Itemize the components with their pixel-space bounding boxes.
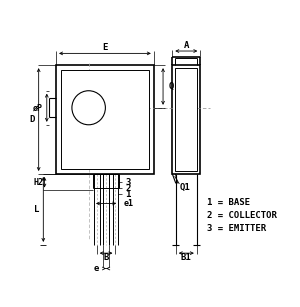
Text: Q1: Q1: [179, 182, 190, 192]
Bar: [172, 65, 200, 174]
Bar: [56, 65, 154, 174]
Text: 2 = COLLECTOR: 2 = COLLECTOR: [207, 211, 277, 220]
Text: e1: e1: [124, 199, 134, 208]
Bar: [176, 68, 197, 171]
Text: 3: 3: [125, 178, 130, 187]
Text: B1: B1: [181, 253, 192, 262]
Circle shape: [72, 91, 105, 125]
Text: D: D: [29, 115, 34, 124]
Text: e: e: [93, 264, 99, 273]
Text: Q: Q: [168, 82, 173, 91]
Text: A: A: [184, 41, 189, 50]
Text: øP: øP: [33, 103, 43, 112]
Text: 1 = BASE: 1 = BASE: [207, 198, 250, 207]
Text: 3 = EMITTER: 3 = EMITTER: [207, 224, 266, 233]
Text: E: E: [102, 43, 108, 52]
Text: H2: H2: [33, 178, 43, 187]
Text: L: L: [34, 205, 39, 214]
Bar: [61, 70, 148, 169]
Text: 1: 1: [125, 189, 130, 199]
Text: B: B: [103, 253, 109, 262]
Text: 2: 2: [125, 184, 130, 192]
